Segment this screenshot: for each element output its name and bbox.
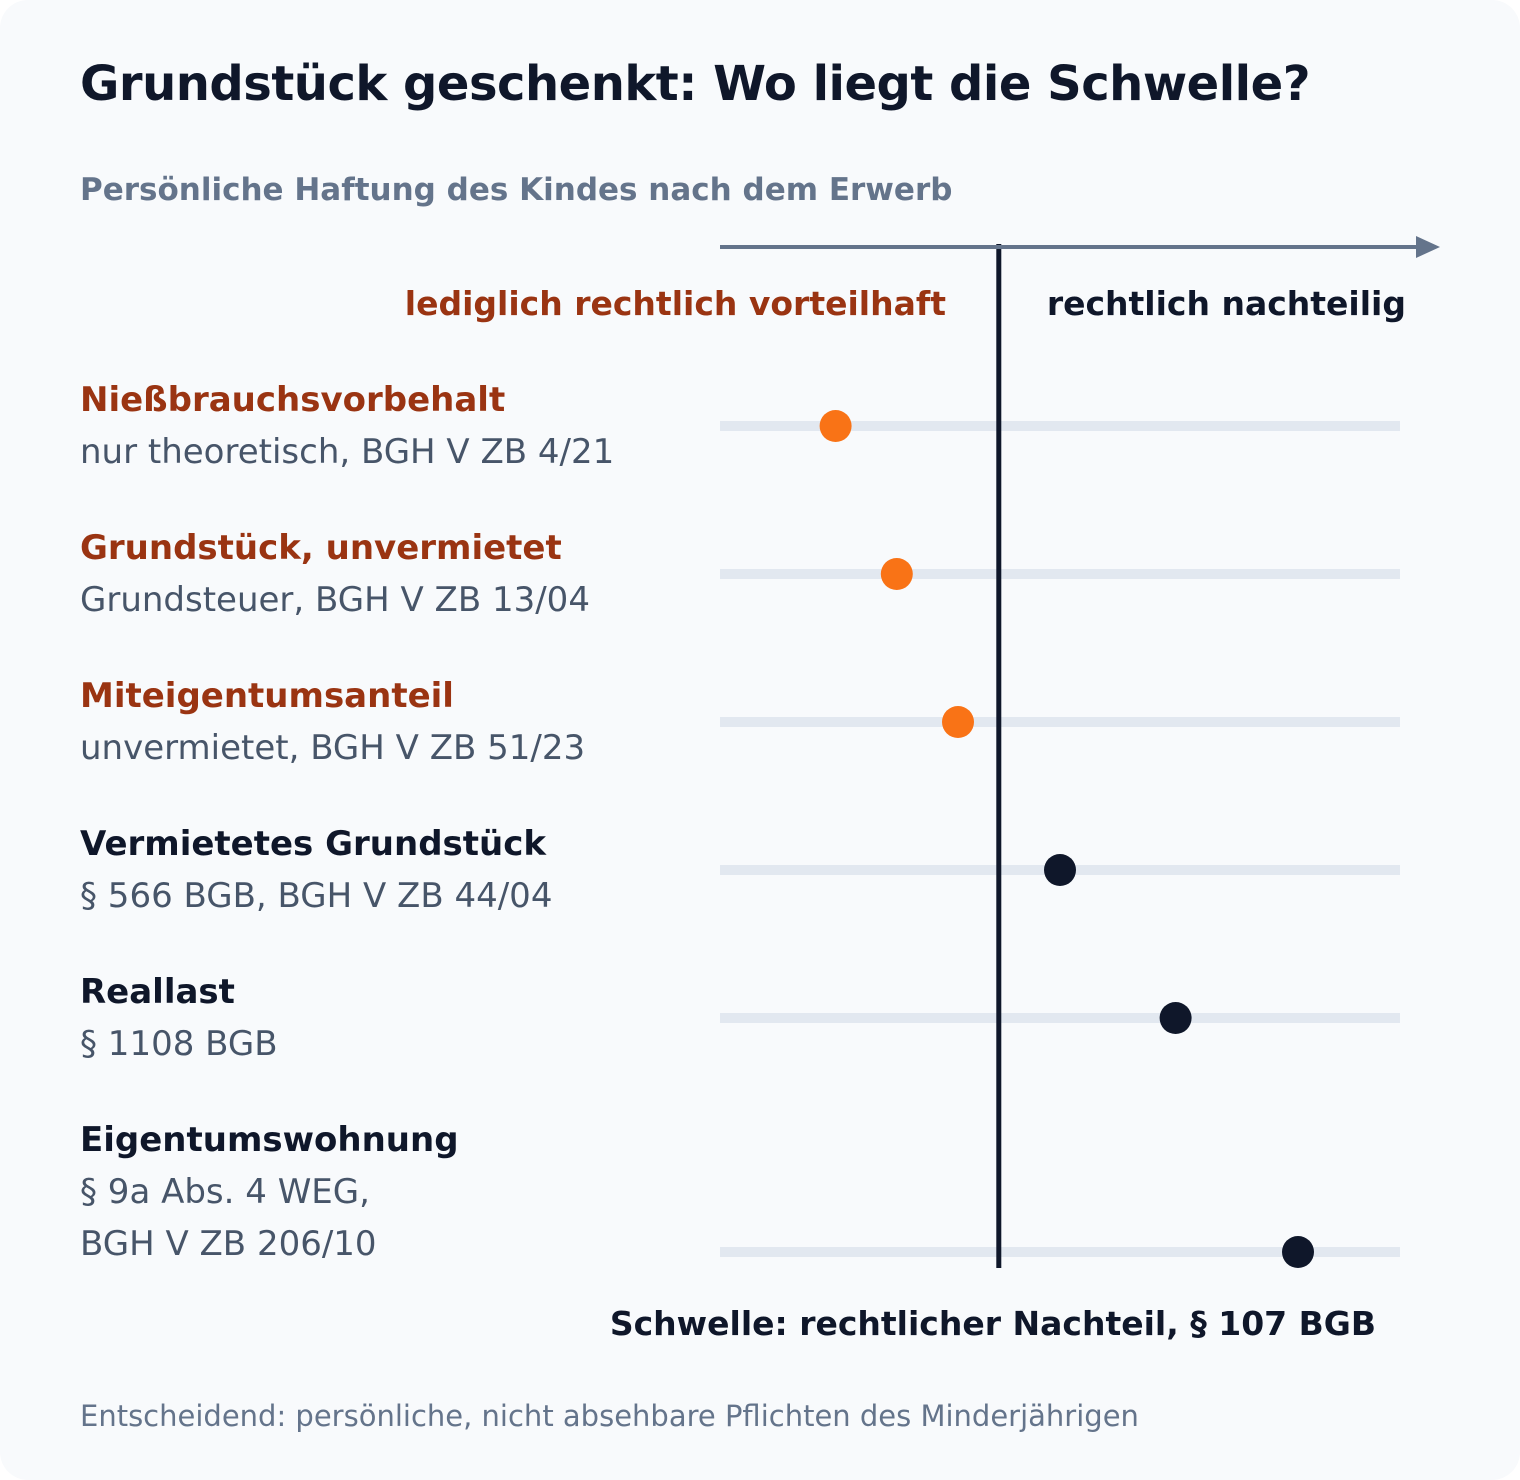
data-point: [880, 558, 913, 590]
chart-title: Grundstück geschenkt: Wo liegt die Schwe…: [80, 56, 1311, 112]
category-label: Grundstück, unvermietet: [80, 528, 562, 568]
category-label: Miteigentumsanteil: [80, 676, 454, 716]
category-label: Reallast: [80, 972, 235, 1012]
chart-subtitle: Persönliche Haftung des Kindes nach dem …: [80, 172, 953, 208]
category-detail: Grundsteuer, BGH V ZB 13/04: [80, 580, 590, 620]
category-label: Nießbrauchsvorbehalt: [80, 380, 505, 420]
data-point: [942, 706, 974, 738]
category-detail: BGH V ZB 206/10: [80, 1224, 377, 1264]
footnote: Entscheidend: persönliche, nicht absehba…: [80, 1399, 1139, 1433]
category-detail: unvermietet, BGH V ZB 51/23: [80, 728, 585, 768]
data-point: [819, 410, 852, 442]
axis-arrow-head: [1416, 236, 1440, 258]
axis-label-nachteilig: rechtlich nachteilig: [1047, 284, 1406, 323]
category-label: Vermietetes Grundstück: [80, 824, 547, 864]
data-point: [1044, 854, 1076, 886]
data-point: [1282, 1236, 1314, 1268]
category-detail: § 9a Abs. 4 WEG,: [80, 1172, 370, 1212]
axis-label-vorteilhaft: lediglich rechtlich vorteilhaft: [405, 284, 946, 323]
data-point: [1159, 1002, 1192, 1034]
category-label: Eigentumswohnung: [80, 1120, 459, 1160]
threshold-label: Schwelle: rechtlicher Nachteil, § 107 BG…: [610, 1304, 1376, 1343]
category-detail: § 1108 BGB: [80, 1024, 278, 1064]
category-detail: nur theoretisch, BGH V ZB 4/21: [80, 432, 614, 472]
category-detail: § 566 BGB, BGH V ZB 44/04: [80, 876, 552, 916]
